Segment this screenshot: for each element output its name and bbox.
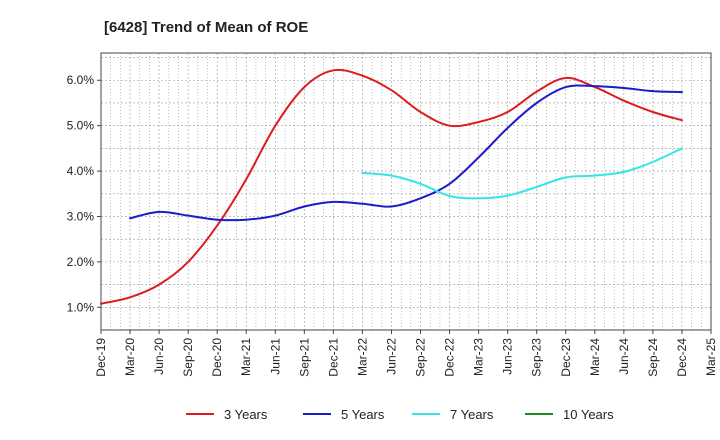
y-tick-label: 1.0% [67, 300, 95, 314]
x-tick-label: Mar-21 [239, 338, 253, 376]
legend-label-5-years: 5 Years [341, 407, 385, 422]
x-tick-label: Sep-23 [530, 338, 544, 377]
x-tick-label: Dec-22 [443, 338, 457, 377]
legend-label-7-years: 7 Years [450, 407, 494, 422]
x-tick-label: Sep-20 [181, 338, 195, 377]
y-tick-label: 3.0% [67, 209, 95, 223]
grid-lines [101, 53, 711, 330]
x-tick-label: Jun-24 [617, 338, 631, 375]
legend: 3 Years 5 Years 7 Years 10 Years [186, 407, 614, 422]
legend-label-3-years: 3 Years [224, 407, 268, 422]
series-line-7-years [361, 147, 683, 200]
x-tick-label: Jun-21 [268, 338, 282, 375]
x-tick-label: Dec-20 [210, 338, 224, 377]
x-tick-label: Jun-20 [152, 338, 166, 375]
x-tick-label: Sep-21 [297, 338, 311, 377]
series-line-5-years [129, 84, 683, 222]
legend-label-10-years: 10 Years [563, 407, 614, 422]
series-lines [100, 68, 683, 305]
x-tick-label: Mar-24 [588, 338, 602, 376]
x-axis-ticks: Dec-19 Mar-20 Jun-20 Sep-20 Dec-20 Mar-21 Jun-… [94, 330, 718, 377]
x-tick-label: Jun-23 [501, 338, 515, 375]
y-tick-label: 4.0% [67, 164, 95, 178]
x-tick-label: Dec-19 [94, 338, 108, 377]
x-tick-label: Mar-23 [472, 338, 486, 376]
y-tick-label: 6.0% [67, 73, 95, 87]
chart-title: [6428] Trend of Mean of ROE [104, 19, 308, 36]
y-axis-ticks: 1.0% 2.0% 3.0% 4.0% 5.0% 6.0% [67, 73, 101, 314]
x-tick-label: Dec-23 [559, 338, 573, 377]
y-tick-label: 2.0% [67, 255, 95, 269]
series-line-3-years [100, 68, 683, 305]
x-tick-label: Mar-22 [355, 338, 369, 376]
x-tick-label: Sep-22 [414, 338, 428, 377]
x-tick-label: Sep-24 [646, 338, 660, 377]
x-tick-label: Mar-25 [704, 338, 718, 376]
x-tick-label: Jun-22 [384, 338, 398, 375]
x-tick-label: Dec-24 [675, 338, 689, 377]
x-tick-label: Dec-21 [326, 338, 340, 377]
x-tick-label: Mar-20 [123, 338, 137, 376]
plot-area-frame [100, 52, 712, 331]
y-tick-label: 5.0% [67, 119, 95, 133]
